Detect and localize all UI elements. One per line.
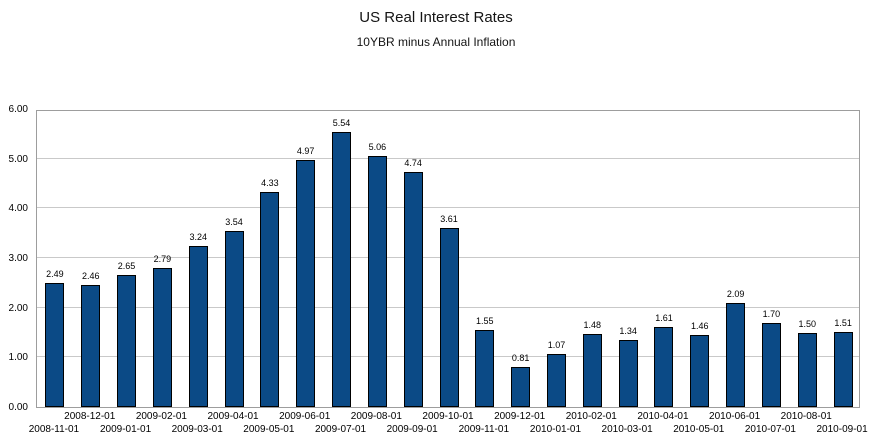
x-tick-label: 2008-12-01 — [64, 411, 116, 422]
x-tick-label: 2009-03-01 — [171, 424, 223, 435]
bar — [761, 322, 781, 407]
bar-value-label: 1.50 — [798, 318, 817, 329]
bar — [582, 333, 602, 407]
bar — [332, 131, 352, 407]
x-tick-label: 2010-04-01 — [637, 411, 689, 422]
plot-area: 2.49 2.46 2.65 2.79 3.24 3.54 4.33 4.97 5.54 5.06… — [36, 110, 860, 408]
bar-value-label: 3.54 — [225, 217, 243, 228]
bar-value-label: 4.74 — [404, 157, 422, 168]
x-tick-label: 2009-02-01 — [135, 411, 187, 422]
x-tick-label: 2010-06-01 — [709, 411, 761, 422]
x-tick-label: 2008-11-01 — [28, 424, 80, 435]
bar-value-label: 5.54 — [332, 117, 351, 128]
x-tick-label: 2009-04-01 — [207, 411, 259, 422]
x-tick-label: 2009-10-01 — [422, 411, 474, 422]
chart-title: US Real Interest Rates — [359, 9, 513, 26]
x-tick-label: 2010-01-01 — [529, 424, 582, 435]
bar — [152, 268, 172, 407]
bar-value-label: 3.61 — [440, 213, 458, 224]
y-tick-label: 3.00 — [8, 253, 28, 264]
bar-value-label: 1.55 — [476, 316, 494, 327]
bar — [367, 155, 387, 407]
bar-value-label: 1.70 — [762, 308, 781, 319]
y-tick-label: 2.00 — [8, 302, 28, 314]
x-tick-label: 2009-12-01 — [494, 411, 546, 422]
bar — [224, 231, 244, 407]
y-axis: 0.00 1.00 2.00 3.00 4.00 5.00 6.00 — [0, 104, 32, 413]
y-tick-label: 5.00 — [8, 153, 28, 165]
chart-subtitle: 10YBR minus Annual Inflation — [356, 35, 516, 49]
bar-value-label: 2.65 — [117, 261, 136, 272]
x-tick-label: 2010-09-01 — [816, 424, 868, 435]
bar — [81, 284, 101, 407]
y-tick-label: 1.00 — [8, 352, 28, 364]
x-tick-label: 2010-07-01 — [744, 424, 796, 435]
x-tick-label: 2009-06-01 — [279, 411, 331, 422]
bar-value-label: 3.24 — [189, 232, 207, 243]
x-tick-label: 2009-07-01 — [314, 424, 367, 435]
bar-value-label: 2.46 — [81, 270, 100, 281]
gridline — [37, 207, 859, 209]
bar-value-label: 1.48 — [583, 319, 602, 330]
gridline — [37, 157, 859, 159]
y-tick-label: 4.00 — [8, 203, 28, 215]
y-tick-label: 0.00 — [8, 402, 28, 413]
x-tick-label: 2010-02-01 — [565, 411, 617, 422]
bar-value-label: 4.33 — [261, 177, 279, 188]
x-tick-label: 2009-05-01 — [243, 424, 295, 435]
x-axis: 2008-11-01 2008-12-01 2009-01-01 2009-02-01… — [29, 410, 868, 440]
x-tick-label: 2010-08-01 — [780, 411, 832, 422]
x-tick-label: 2010-03-01 — [601, 424, 653, 435]
x-tick-label: 2009-09-01 — [386, 424, 438, 435]
x-tick-label: 2010-05-01 — [673, 424, 725, 435]
bar — [511, 366, 531, 407]
bar — [475, 330, 495, 407]
bar-value-label: 2.79 — [153, 254, 172, 265]
bar — [833, 332, 853, 407]
bar — [690, 334, 710, 407]
bar — [439, 227, 459, 407]
bar — [403, 171, 423, 407]
bar — [117, 275, 137, 407]
bar-value-label: 0.81 — [511, 352, 530, 363]
y-tick-label: 6.00 — [8, 104, 28, 115]
bar — [260, 191, 280, 407]
bar — [188, 246, 208, 407]
bar-value-label: 4.97 — [296, 146, 315, 157]
x-tick-label: 2009-08-01 — [350, 411, 402, 422]
bar-value-label: 1.61 — [655, 313, 673, 324]
bar-value-label: 1.07 — [547, 339, 566, 350]
x-tick-label: 2009-11-01 — [458, 424, 510, 435]
bar — [797, 332, 817, 407]
bar-value-label: 2.49 — [46, 269, 64, 280]
bar — [546, 353, 566, 407]
bar — [296, 160, 316, 407]
bar-value-label: 1.51 — [834, 318, 852, 329]
bar-value-label: 2.09 — [726, 289, 745, 300]
bar — [618, 340, 638, 407]
bar — [45, 283, 65, 407]
x-tick-label: 2009-01-01 — [99, 424, 152, 435]
bar-value-label: 1.46 — [691, 320, 709, 331]
bar — [726, 303, 746, 407]
bar-value-label: 1.34 — [619, 326, 637, 337]
bar-value-label: 5.06 — [368, 141, 387, 152]
bar — [654, 327, 674, 407]
